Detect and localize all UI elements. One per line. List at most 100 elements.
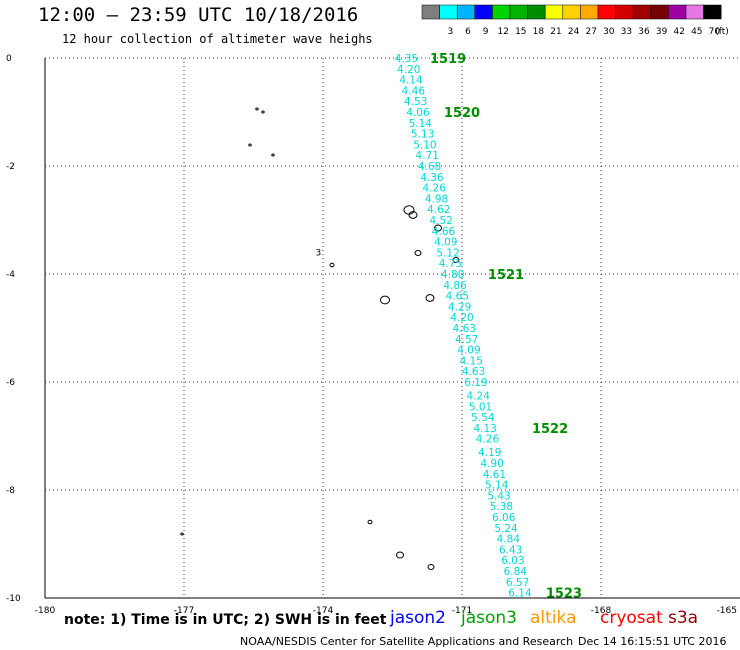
- island-outline: [255, 107, 259, 111]
- time-label: 1519: [430, 52, 466, 67]
- swh-value-label: 4.26: [423, 183, 447, 195]
- swh-value-label: 4.57: [455, 334, 478, 346]
- swh-value-label: 5.13: [411, 129, 434, 141]
- swh-value-label: 6.19: [464, 377, 487, 389]
- legend-swatch-label: 6: [465, 27, 471, 37]
- y-tick-label: -2: [6, 162, 15, 172]
- island-outline: [425, 294, 435, 302]
- swh-value-label: 4.90: [480, 458, 503, 470]
- swh-value-label: 4.61: [483, 469, 506, 481]
- time-label: 1522: [532, 422, 568, 437]
- swh-value-label: 5.01: [469, 401, 492, 413]
- legend-swatch-label: 70: [709, 27, 721, 37]
- swh-value-label: 4.19: [478, 447, 501, 459]
- legend-swatch-label: 18: [533, 27, 545, 37]
- y-tick-label: 0: [6, 54, 12, 64]
- chart-title: 12:00 – 23:59 UTC 10/18/2016: [38, 4, 359, 26]
- time-label: 1521: [488, 268, 524, 283]
- wave-height-map: -180 -177 -174 -171 -168 -165 0 -2 -4 -6 -8 -10 3 4.3…: [6, 52, 740, 616]
- swh-value-label: 4.98: [425, 193, 448, 205]
- swh-value-label: 4.14: [399, 75, 423, 87]
- island-outline: [434, 224, 442, 232]
- legend-swatch-label: 9: [483, 27, 489, 37]
- x-tick-label: -177: [174, 606, 194, 616]
- satellite-name-cryosat: cryosat: [600, 608, 663, 628]
- swh-value-label: 4.53: [404, 96, 427, 108]
- swh-value-label: 5.14: [485, 480, 509, 492]
- time-label: 1520: [444, 106, 480, 121]
- swh-value-label: 4.71: [416, 150, 439, 162]
- swh-value-label: 4.63: [453, 323, 476, 335]
- x-tick-label: -180: [35, 606, 56, 616]
- island-outline: [414, 249, 422, 257]
- legend-swatch-label: 27: [585, 27, 596, 37]
- legend-swatch-label: 21: [550, 27, 561, 37]
- color-legend: 3 6 9 12 15 18 21 24 27 30 33 36 39 42 45 70(ft): [421, 4, 729, 37]
- swh-value-label: 5.10: [413, 139, 436, 151]
- legend-swatch-label: 39: [656, 27, 668, 37]
- island-outline: [396, 551, 404, 559]
- swh-value-label: 4.36: [420, 172, 444, 184]
- swh-value-label: 4.80: [441, 269, 464, 281]
- y-tick-label: -6: [6, 378, 15, 388]
- legend-unit-label: (ft): [715, 27, 729, 37]
- legend-swatch-label: 36: [638, 27, 650, 37]
- generated-timestamp: Dec 14 16:15:51 UTC 2016: [578, 635, 727, 648]
- island-outline: [380, 295, 390, 305]
- swh-value-label: 4.68: [418, 161, 441, 173]
- chart-subtitle: 12 hour collection of altimeter wave hei…: [62, 32, 373, 46]
- y-tick-label: -8: [6, 486, 15, 496]
- y-tick-label: -4: [6, 270, 15, 280]
- swh-value-label: 4.29: [448, 301, 471, 313]
- legend-swatch-label: 12: [497, 27, 508, 37]
- legend-swatch-label: 33: [621, 27, 632, 37]
- swh-value-label: 4.09: [457, 345, 480, 357]
- swh-value-label: 4.20: [450, 312, 473, 324]
- legend-swatch-label: 15: [515, 27, 526, 37]
- swh-value-label: 5.43: [487, 490, 510, 502]
- island-outline: [452, 256, 460, 264]
- swh-value-label: 4.66: [432, 226, 456, 238]
- legend-swatch-label: 3: [448, 27, 454, 37]
- island-outline: [248, 143, 252, 147]
- swh-value-label: 4.13: [473, 423, 496, 435]
- swh-value-label: 6.57: [506, 577, 529, 589]
- swh-value-label: 4.20: [397, 64, 420, 76]
- x-tick-label: -168: [591, 606, 612, 616]
- legend-swatch: [703, 4, 722, 20]
- satellite-name-altika: altika: [530, 608, 577, 628]
- legend-swatch-label: 30: [603, 27, 615, 37]
- legend-swatch-label: 45: [691, 27, 702, 37]
- island-outline: [180, 532, 184, 536]
- swh-value-label: 5.12: [436, 247, 459, 259]
- swh-value-label: 4.62: [427, 204, 450, 216]
- swh-value-label: 4.86: [443, 280, 467, 292]
- swh-value-label: 4.84: [497, 534, 521, 546]
- x-tick-label: -171: [452, 606, 472, 616]
- satellite-name-jason2: jason2: [390, 608, 446, 628]
- swh-value-label: 4.15: [460, 355, 483, 367]
- island-outline: [329, 262, 335, 268]
- credit-line: NOAA/NESDIS Center for Satellite Applica…: [240, 635, 574, 648]
- swh-value-label: 6.06: [492, 512, 516, 524]
- x-tick-label: -165: [717, 606, 737, 616]
- satellite-name-jason3: jason3: [461, 608, 517, 628]
- legend-swatch-label: 42: [673, 27, 684, 37]
- swh-value-label: 5.24: [494, 523, 518, 535]
- legend-swatch-label: 24: [568, 27, 580, 37]
- swh-value-label: 4.26: [476, 434, 500, 446]
- swh-value-label: 6.03: [501, 555, 524, 567]
- swh-value-label: 4.65: [446, 291, 469, 303]
- y-tick-label: -10: [6, 594, 21, 604]
- swh-value-label: 4.24: [467, 391, 491, 403]
- satellite-name-s3a: s3a: [668, 608, 699, 628]
- swh-value-label: 4.75: [439, 258, 462, 270]
- swh-value-label: 5.38: [490, 501, 513, 513]
- units-note: note: 1) Time is in UTC; 2) SWH is in fe…: [64, 612, 387, 628]
- map-text-mark: 3: [315, 248, 321, 258]
- swh-value-label: 4.46: [402, 85, 426, 97]
- island-outline: [271, 153, 275, 157]
- time-label: 1523: [546, 587, 582, 602]
- swh-value-label: 5.14: [409, 118, 433, 130]
